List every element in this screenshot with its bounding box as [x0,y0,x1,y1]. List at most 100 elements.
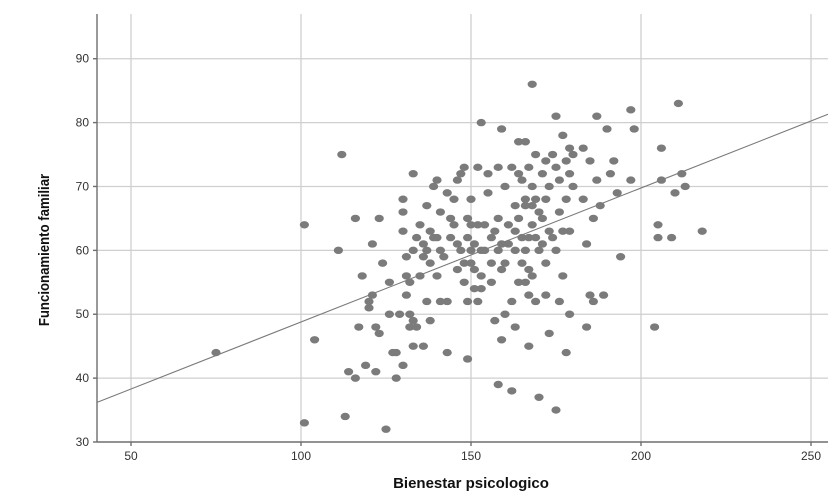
data-point [653,233,663,242]
data-point [510,227,520,235]
data-point [507,297,517,306]
data-point [425,259,435,267]
data-point [466,259,476,267]
y-tick-label: 80 [76,116,90,130]
data-point [551,406,561,414]
data-point [551,112,561,120]
data-point [405,310,415,318]
data-point [408,170,418,178]
data-point [500,259,510,267]
data-point [398,361,408,370]
data-point [422,246,432,255]
data-point [541,157,551,165]
data-point [554,297,565,306]
data-point [310,336,320,344]
data-point [469,284,479,293]
data-point [520,246,531,255]
data-point [432,233,442,242]
data-point [551,246,561,255]
data-point [391,348,401,357]
y-tick-label: 90 [76,52,90,66]
data-point [463,297,473,306]
x-tick-label: 200 [631,449,651,463]
data-point [405,323,415,331]
data-point [524,342,534,350]
data-point [367,240,377,248]
data-point [432,176,442,184]
data-point [422,201,432,210]
data-point [456,246,466,255]
data-point [486,259,496,267]
data-point [469,265,479,274]
data-point [558,131,568,140]
data-point [561,195,571,203]
data-point [435,297,445,306]
data-point [517,176,527,184]
data-point [595,201,605,210]
data-point [486,233,496,242]
data-point [582,323,592,331]
data-point [561,157,571,165]
data-point [476,284,486,293]
data-point [514,214,524,223]
data-point [527,80,537,88]
data-point [480,221,490,229]
data-point [476,118,486,127]
data-point [483,170,493,178]
data-point [520,201,531,210]
data-point [534,208,544,216]
data-point [449,195,459,203]
grid-lines [97,14,828,442]
data-point [507,387,517,395]
data-point [340,412,350,421]
data-point [544,329,554,338]
data-point [401,291,411,299]
data-point [299,221,309,229]
data-point [599,291,609,299]
data-point [435,208,445,216]
data-point [459,259,469,267]
data-point [442,348,452,357]
data-point [398,227,408,235]
data-point [493,380,503,389]
data-point [452,240,462,248]
data-point [697,227,707,235]
data-point [374,329,384,338]
data-point [541,259,551,267]
data-point [520,278,531,286]
data-point [452,265,462,274]
data-point [497,125,507,133]
data-point [514,278,524,286]
data-point [541,291,551,299]
data-point [541,195,551,203]
data-point [374,214,384,223]
data-point [364,304,374,312]
data-point [401,272,411,280]
data-point [537,214,548,223]
data-point [463,233,473,242]
data-point [439,253,449,261]
data-point [456,170,466,178]
data-point [537,240,548,248]
data-point [398,208,408,216]
data-point [568,150,578,159]
data-point [507,163,517,172]
data-point [578,144,588,152]
data-point [415,272,425,280]
data-point [524,265,534,274]
data-point [344,368,354,376]
data-point [371,368,381,376]
data-point [429,182,439,191]
fit-line [96,113,829,403]
data-point [656,176,667,184]
data-point [554,176,565,184]
data-point [544,182,554,191]
data-point [585,157,595,165]
data-point [446,214,456,223]
data-point [469,240,479,248]
data-point [425,227,435,235]
data-point [466,195,476,203]
data-point [609,157,619,165]
data-point [531,150,541,159]
data-point [459,278,469,286]
